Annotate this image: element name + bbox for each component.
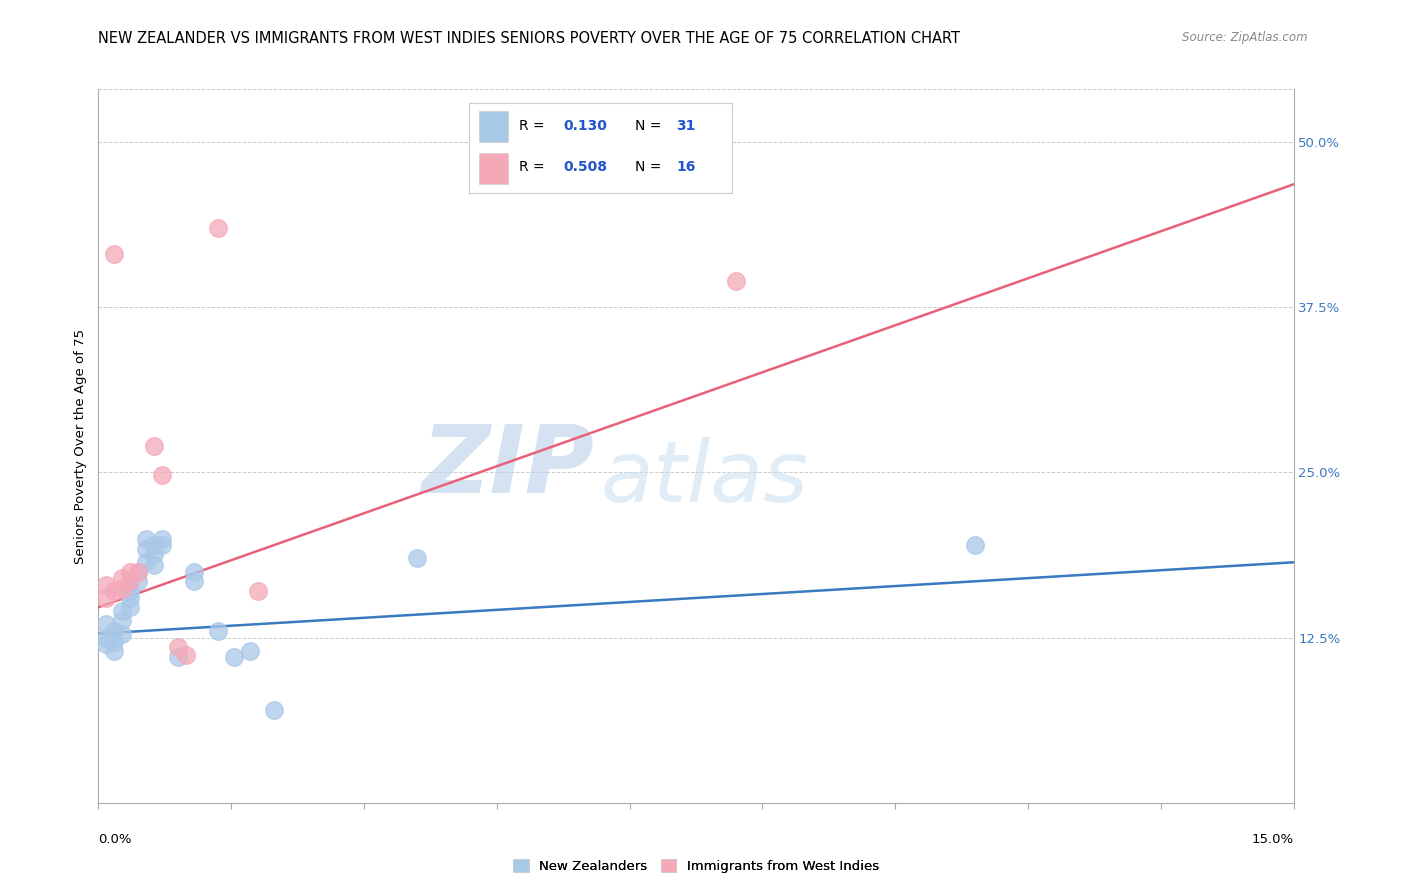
Point <box>724 274 747 288</box>
Point <box>111 626 134 640</box>
Y-axis label: Seniors Poverty Over the Age of 75: Seniors Poverty Over the Age of 75 <box>75 328 87 564</box>
Point <box>127 574 149 588</box>
Point <box>103 644 125 658</box>
Point <box>111 582 134 596</box>
Point <box>167 640 190 654</box>
Point <box>174 648 197 662</box>
Point <box>963 538 986 552</box>
Text: NEW ZEALANDER VS IMMIGRANTS FROM WEST INDIES SENIORS POVERTY OVER THE AGE OF 75 : NEW ZEALANDER VS IMMIGRANTS FROM WEST IN… <box>98 31 960 46</box>
Point <box>96 591 118 605</box>
Point <box>143 547 166 561</box>
Point <box>120 574 142 588</box>
Text: 15.0%: 15.0% <box>1251 833 1294 846</box>
Point <box>150 468 173 483</box>
Point <box>406 551 429 566</box>
Text: 0.0%: 0.0% <box>98 833 132 846</box>
Point <box>96 578 118 592</box>
Text: Source: ZipAtlas.com: Source: ZipAtlas.com <box>1182 31 1308 45</box>
Point <box>96 637 118 651</box>
Point <box>111 604 134 618</box>
Point <box>127 565 149 579</box>
Legend: New Zealanders, Immigrants from West Indies: New Zealanders, Immigrants from West Ind… <box>508 854 884 879</box>
Text: atlas: atlas <box>600 436 808 520</box>
Point <box>239 644 262 658</box>
Point <box>150 538 173 552</box>
Point <box>120 591 142 605</box>
Point <box>135 542 157 557</box>
Point <box>183 565 205 579</box>
Point <box>120 565 142 579</box>
Point <box>135 532 157 546</box>
Point <box>96 617 118 632</box>
Point <box>263 703 285 717</box>
Point <box>103 634 125 648</box>
Point <box>207 221 229 235</box>
Point <box>143 558 166 572</box>
Point <box>222 650 245 665</box>
Point <box>143 538 166 552</box>
Point <box>143 439 166 453</box>
Point <box>150 532 173 546</box>
Point <box>207 624 229 638</box>
Point <box>120 584 142 599</box>
Point <box>246 584 269 599</box>
Point <box>127 565 149 579</box>
Point <box>103 584 125 599</box>
Point <box>96 631 118 645</box>
Point <box>120 600 142 615</box>
Text: ZIP: ZIP <box>422 421 595 514</box>
Point <box>103 624 125 638</box>
Point <box>135 555 157 569</box>
Point <box>111 614 134 628</box>
Point <box>183 574 205 588</box>
Point <box>167 650 190 665</box>
Point <box>103 247 125 261</box>
Point <box>111 571 134 585</box>
